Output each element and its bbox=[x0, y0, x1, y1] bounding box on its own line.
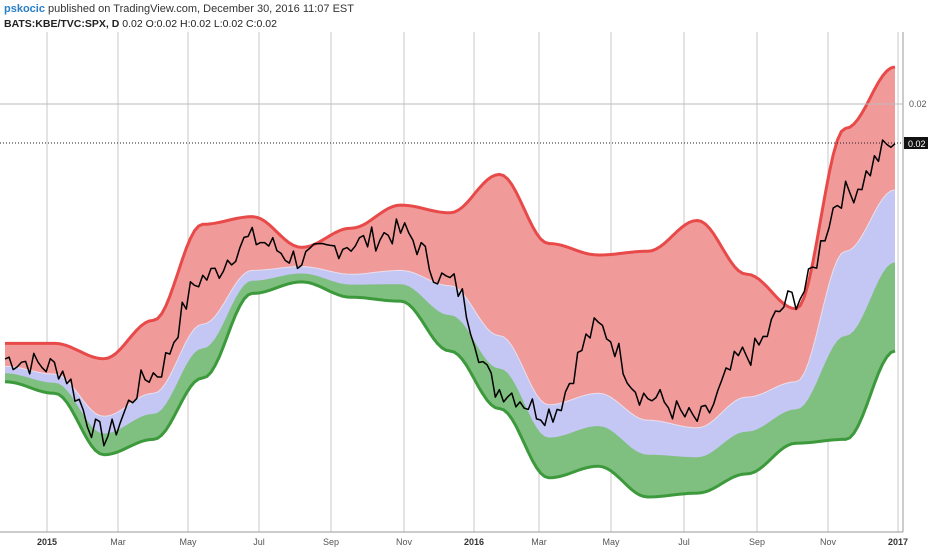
price-label: 0.02 bbox=[908, 139, 926, 149]
x-tick-label: Sep bbox=[323, 537, 339, 547]
x-tick-label: May bbox=[602, 537, 620, 547]
x-tick-label: Mar bbox=[110, 537, 126, 547]
x-tick-label: May bbox=[179, 537, 197, 547]
x-tick-label: Nov bbox=[820, 537, 837, 547]
x-tick-label: Sep bbox=[749, 537, 765, 547]
x-tick-label: 2015 bbox=[37, 537, 57, 547]
bands-layer bbox=[5, 67, 895, 497]
y-tick-label: 0.02 bbox=[909, 99, 927, 109]
x-tick-labels: 2015 Mar May Jul Sep Nov 2016 Mar May Jul Sep Nov 20… bbox=[37, 537, 908, 547]
x-tick-label: Nov bbox=[396, 537, 413, 547]
x-tick-label: Mar bbox=[531, 537, 547, 547]
x-tick-label: Jul bbox=[253, 537, 265, 547]
x-tick-label: 2016 bbox=[464, 537, 484, 547]
x-tick-label: Jul bbox=[678, 537, 690, 547]
x-tick-label: 2017 bbox=[888, 537, 908, 547]
upper-band-area bbox=[5, 67, 895, 428]
